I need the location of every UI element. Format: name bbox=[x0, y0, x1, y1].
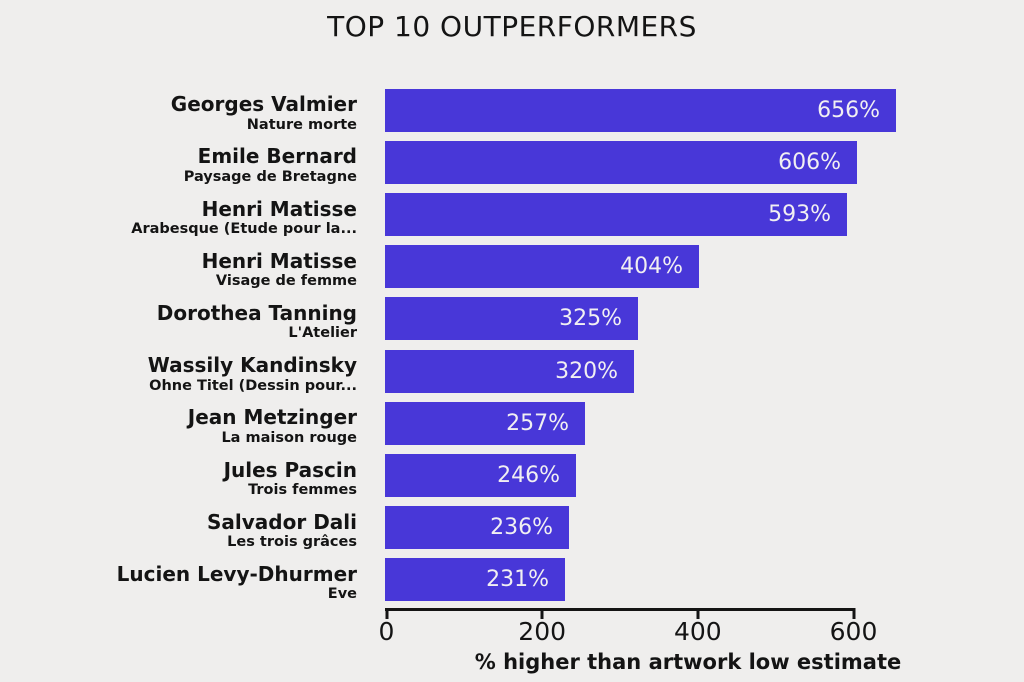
bar-value-label: 320% bbox=[555, 358, 618, 384]
artist-label: Lucien Levy-Dhurmer bbox=[116, 561, 357, 586]
artist-label: Salvador Dali bbox=[207, 509, 357, 534]
row-label-block: Dorothea Tanning L'Atelier bbox=[0, 302, 385, 342]
bar: 325% bbox=[385, 297, 638, 341]
x-axis-label: % higher than artwork low estimate bbox=[474, 650, 902, 674]
row-label-block: Henri Matisse Visage de femme bbox=[0, 248, 385, 290]
x-axis-tick bbox=[540, 608, 544, 619]
artist-label: Wassily Kandinsky bbox=[147, 353, 357, 378]
bar-row: Jean Metzinger La maison rouge 257% bbox=[0, 397, 1024, 449]
row-label-block: Lucien Levy-Dhurmer Eve bbox=[0, 563, 385, 603]
bar-value-label: 257% bbox=[506, 410, 569, 436]
bar: 320% bbox=[385, 349, 634, 393]
bar-row: Salvador Dali Les trois grâces 236% bbox=[0, 502, 1024, 554]
bar-row: Wassily Kandinsky Ohne Titel (Dessin pour… bbox=[0, 345, 1024, 397]
bar-value-label: 404% bbox=[620, 254, 683, 280]
x-axis-tick bbox=[852, 608, 855, 619]
x-axis-tick bbox=[696, 608, 700, 619]
artwork-label: Trois femmes bbox=[248, 481, 357, 498]
artwork-label: Visage de femme bbox=[215, 273, 357, 290]
bar-value-label: 231% bbox=[486, 567, 549, 593]
bar: 593% bbox=[385, 192, 847, 236]
row-label-block: Henri Matisse Arabesque (Etude pour la... bbox=[0, 196, 385, 238]
bar-row: Dorothea Tanning L'Atelier 325% bbox=[0, 293, 1024, 345]
bar-value-label: 656% bbox=[817, 97, 880, 123]
bar-value-label: 593% bbox=[768, 201, 831, 227]
bar-value-label: 325% bbox=[559, 306, 622, 332]
row-label-block: Wassily Kandinsky Ohne Titel (Dessin pour… bbox=[0, 354, 385, 394]
artwork-label: Les trois grâces bbox=[227, 534, 357, 551]
bar-row: Lucien Levy-Dhurmer Eve 231% bbox=[0, 554, 1024, 606]
x-axis-tick bbox=[385, 608, 388, 619]
x-axis-tick-label: 0 bbox=[378, 617, 395, 646]
bar: 656% bbox=[385, 88, 896, 132]
artist-label: Jean Metzinger bbox=[187, 405, 357, 430]
bar-row: Jules Pascin Trois femmes 246% bbox=[0, 449, 1024, 501]
artwork-label: Nature morte bbox=[246, 116, 357, 133]
artist-label: Jules Pascin bbox=[223, 457, 357, 482]
bar: 236% bbox=[385, 506, 569, 550]
artwork-label: Eve bbox=[327, 586, 357, 603]
artwork-label: Arabesque (Etude pour la... bbox=[131, 221, 357, 238]
bar: 257% bbox=[385, 401, 585, 445]
artist-label: Dorothea Tanning bbox=[156, 301, 357, 326]
chart-title: TOP 10 OUTPERFORMERS bbox=[327, 10, 697, 43]
artwork-label: Paysage de Bretagne bbox=[183, 168, 357, 185]
row-label-block: Jean Metzinger La maison rouge bbox=[0, 406, 385, 446]
artist-label: Henri Matisse bbox=[201, 248, 357, 273]
bar-rows: Georges Valmier Nature morte 656% Emile Ber… bbox=[0, 84, 1024, 606]
bar-value-label: 606% bbox=[778, 149, 841, 175]
artwork-label: L'Atelier bbox=[288, 325, 357, 342]
bar: 231% bbox=[385, 558, 565, 602]
artist-label: Georges Valmier bbox=[170, 92, 357, 117]
x-axis-tick-label: 200 bbox=[518, 617, 567, 646]
artwork-label: La maison rouge bbox=[221, 429, 357, 446]
bar-row: Georges Valmier Nature morte 656% bbox=[0, 84, 1024, 136]
artwork-label: Ohne Titel (Dessin pour... bbox=[149, 377, 357, 394]
bar: 246% bbox=[385, 453, 576, 497]
bar-row: Henri Matisse Visage de femme 404% bbox=[0, 241, 1024, 293]
bar: 606% bbox=[385, 140, 857, 184]
bar-row: Emile Bernard Paysage de Bretagne 606% bbox=[0, 136, 1024, 188]
bar: 404% bbox=[385, 245, 699, 289]
artist-label: Henri Matisse bbox=[201, 196, 357, 221]
bar-value-label: 246% bbox=[497, 462, 560, 488]
row-label-block: Jules Pascin Trois femmes bbox=[0, 457, 385, 499]
x-axis-tick-label: 400 bbox=[673, 617, 722, 646]
bar-row: Henri Matisse Arabesque (Etude pour la...… bbox=[0, 188, 1024, 240]
bar-value-label: 236% bbox=[490, 515, 553, 541]
x-axis-tick-label: 600 bbox=[829, 617, 878, 646]
row-label-block: Georges Valmier Nature morte bbox=[0, 93, 385, 133]
x-axis-line bbox=[385, 608, 854, 611]
row-label-block: Salvador Dali Les trois grâces bbox=[0, 509, 385, 551]
row-label-block: Emile Bernard Paysage de Bretagne bbox=[0, 145, 385, 185]
artist-label: Emile Bernard bbox=[197, 144, 357, 169]
